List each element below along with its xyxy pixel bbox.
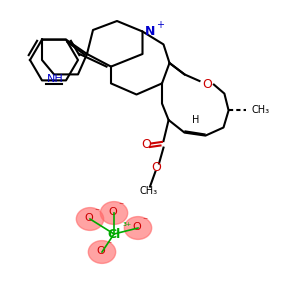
Text: CH₃: CH₃ [140, 186, 158, 197]
Text: ⁻: ⁻ [106, 240, 111, 250]
Text: Cl: Cl [107, 227, 121, 241]
Text: CH₃: CH₃ [252, 105, 270, 116]
Text: O: O [108, 207, 117, 217]
Text: ³⁺: ³⁺ [123, 222, 132, 233]
Ellipse shape [88, 241, 116, 263]
Text: O: O [84, 213, 93, 223]
Text: O: O [96, 246, 105, 256]
Text: ⁻: ⁻ [94, 207, 99, 218]
Text: H: H [192, 115, 199, 125]
Ellipse shape [100, 202, 128, 224]
Text: O: O [142, 138, 151, 151]
Text: O: O [152, 160, 161, 174]
Text: ⁻: ⁻ [118, 201, 123, 212]
Text: +: + [156, 20, 164, 30]
Text: NH: NH [47, 74, 64, 84]
Text: O: O [132, 222, 141, 232]
Text: O: O [202, 78, 212, 91]
Text: ⁻: ⁻ [142, 216, 147, 226]
Ellipse shape [76, 208, 104, 230]
Text: N: N [145, 25, 155, 38]
Ellipse shape [124, 217, 152, 239]
